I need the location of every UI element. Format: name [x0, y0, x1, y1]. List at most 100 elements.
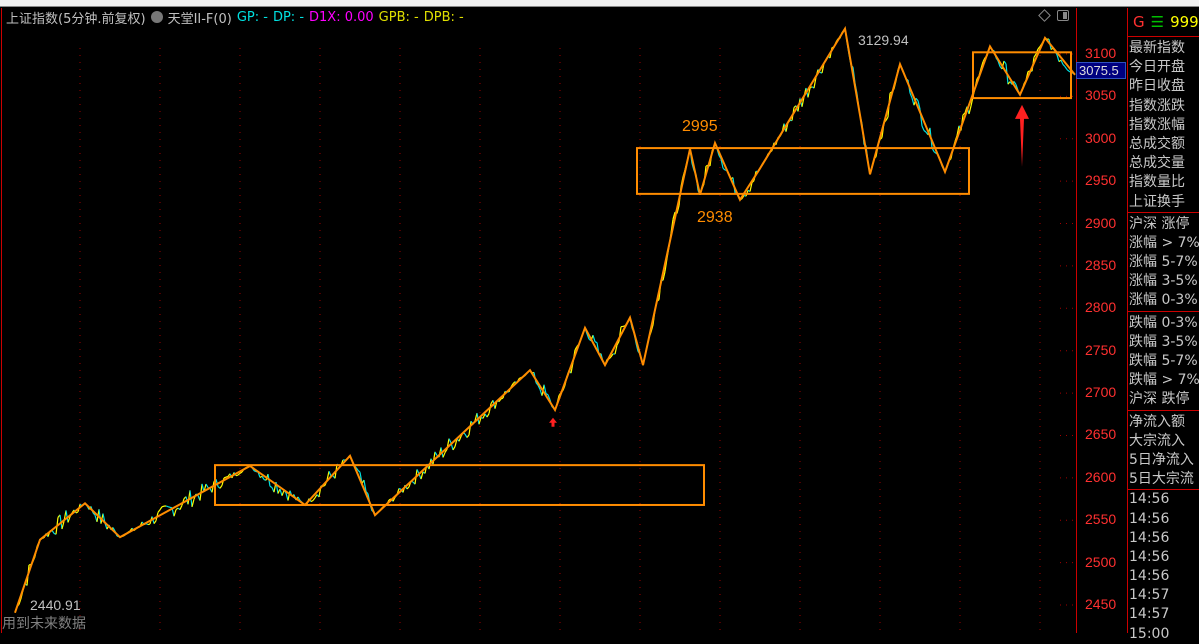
quote-row: 今日开盘 — [1128, 58, 1199, 77]
menu-bar — [0, 0, 1199, 7]
flow-row: 大宗流入 — [1128, 432, 1199, 451]
down-stat-row: 跌幅 3-5% — [1128, 333, 1199, 352]
down-stat-row: 沪深 跌停 — [1128, 390, 1199, 409]
quote-row: 上证换手 — [1128, 193, 1199, 212]
up-stats-section: 沪深 涨停涨幅 > 7%涨幅 5-7%涨幅 3-5%涨幅 0-3% — [1128, 213, 1199, 312]
up-stat-row: 涨幅 > 7% — [1128, 234, 1199, 253]
price-segment — [158, 510, 160, 513]
price-segment — [593, 335, 595, 341]
price-segment — [916, 98, 918, 100]
price-segment — [220, 485, 222, 488]
quote-row: 总成交额 — [1128, 135, 1199, 154]
price-segment — [154, 521, 156, 524]
price-segment — [311, 501, 313, 502]
price-segment — [449, 439, 451, 443]
price-segment — [329, 471, 331, 476]
up-stat-row: 涨幅 5-7% — [1128, 253, 1199, 272]
down-stat-row: 跌幅 > 7% — [1128, 371, 1199, 390]
price-segment — [226, 477, 228, 478]
peak-label: 3129.94 — [858, 32, 909, 48]
price-segment — [1067, 70, 1069, 72]
zigzag-line — [15, 29, 1075, 613]
tick-time: 14:57 — [1128, 605, 1199, 624]
price-segment — [238, 473, 240, 475]
price-segment — [148, 524, 150, 525]
price-segment — [174, 510, 176, 516]
price-segment — [282, 490, 284, 495]
annotation-2938: 2938 — [697, 209, 733, 227]
price-segment — [443, 453, 445, 458]
up-stat-row: 涨幅 3-5% — [1128, 272, 1199, 291]
y-tick-label: 2500 — [1085, 554, 1116, 570]
price-segment — [180, 505, 182, 509]
up-stat-row: 沪深 涨停 — [1128, 215, 1199, 234]
consolidation-box — [637, 148, 969, 194]
y-tick-label: 2450 — [1085, 596, 1116, 612]
price-chart[interactable] — [0, 8, 1076, 633]
quote-panel: G ☰ 9999 最新指数今日开盘昨日收盘指数涨跌指数涨幅总成交额总成交量指数量… — [1127, 8, 1199, 633]
watermark: 用到未来数据 — [2, 616, 86, 632]
y-tick-label: 3050 — [1085, 87, 1116, 103]
down-stats-section: 跌幅 0-3%跌幅 3-5%跌幅 5-7%跌幅 > 7%沪深 跌停 — [1128, 312, 1199, 411]
tick-time: 14:56 — [1128, 548, 1199, 567]
quote-row: 最新指数 — [1128, 39, 1199, 58]
y-tick-label: 3000 — [1085, 130, 1116, 146]
down-stat-row: 跌幅 5-7% — [1128, 352, 1199, 371]
price-segment — [399, 488, 401, 489]
quote-row: 指数涨幅 — [1128, 116, 1199, 135]
price-segment — [76, 512, 78, 513]
price-segment — [595, 342, 597, 343]
price-segment — [453, 447, 455, 450]
quote-row: 总成交量 — [1128, 154, 1199, 173]
price-segment — [160, 507, 162, 510]
current-price-label: 3075.5 — [1076, 62, 1126, 79]
price-segment — [162, 506, 164, 507]
index-code: 9999 — [1170, 13, 1199, 31]
price-segment — [280, 489, 282, 496]
y-tick-label: 2950 — [1085, 172, 1116, 188]
tick-time: 15:00 — [1128, 625, 1199, 644]
up-arrow-icon — [1015, 105, 1029, 167]
y-tick-label: 2600 — [1085, 469, 1116, 485]
price-segment — [166, 506, 168, 507]
y-tick-label: 2850 — [1085, 257, 1116, 273]
flow-row: 5日净流入 — [1128, 451, 1199, 470]
price-segment — [487, 414, 489, 417]
price-segment — [224, 477, 226, 478]
price-segment — [358, 470, 360, 472]
price-segment — [924, 131, 926, 133]
up-stat-row: 涨幅 0-3% — [1128, 291, 1199, 310]
y-tick-label: 2550 — [1085, 511, 1116, 527]
y-tick-label: 2700 — [1085, 384, 1116, 400]
tick-time: 14:56 — [1128, 490, 1199, 509]
price-segment — [176, 508, 178, 510]
price-segment — [407, 487, 409, 489]
y-tick-label: 2900 — [1085, 215, 1116, 231]
y-tick-label: 3100 — [1085, 45, 1116, 61]
y-tick-label: 2750 — [1085, 342, 1116, 358]
tick-time: 14:56 — [1128, 567, 1199, 586]
y-axis-line — [1076, 8, 1077, 633]
quote-section: 最新指数今日开盘昨日收盘指数涨跌指数涨幅总成交额总成交量指数量比上证换手 — [1128, 37, 1199, 213]
price-segment — [313, 498, 315, 501]
price-segment — [922, 126, 924, 131]
price-segment — [168, 507, 170, 508]
price-segment — [467, 435, 469, 438]
down-stat-row: 跌幅 0-3% — [1128, 314, 1199, 333]
tick-time: 14:57 — [1128, 586, 1199, 605]
price-segment — [1065, 67, 1067, 70]
quote-row: 指数涨跌 — [1128, 97, 1199, 116]
flow-row: 5日大宗流 — [1128, 470, 1199, 489]
flow-row: 净流入额 — [1128, 413, 1199, 432]
y-tick-label: 2650 — [1085, 426, 1116, 442]
price-segment — [723, 168, 725, 170]
tick-time: 14:56 — [1128, 529, 1199, 548]
y-tick-label: 2800 — [1085, 299, 1116, 315]
g-label: G — [1133, 13, 1145, 31]
annotation-2995: 2995 — [682, 118, 718, 136]
price-segment — [270, 486, 272, 487]
price-segment — [969, 106, 971, 114]
menu-icon[interactable]: ☰ — [1151, 13, 1164, 31]
